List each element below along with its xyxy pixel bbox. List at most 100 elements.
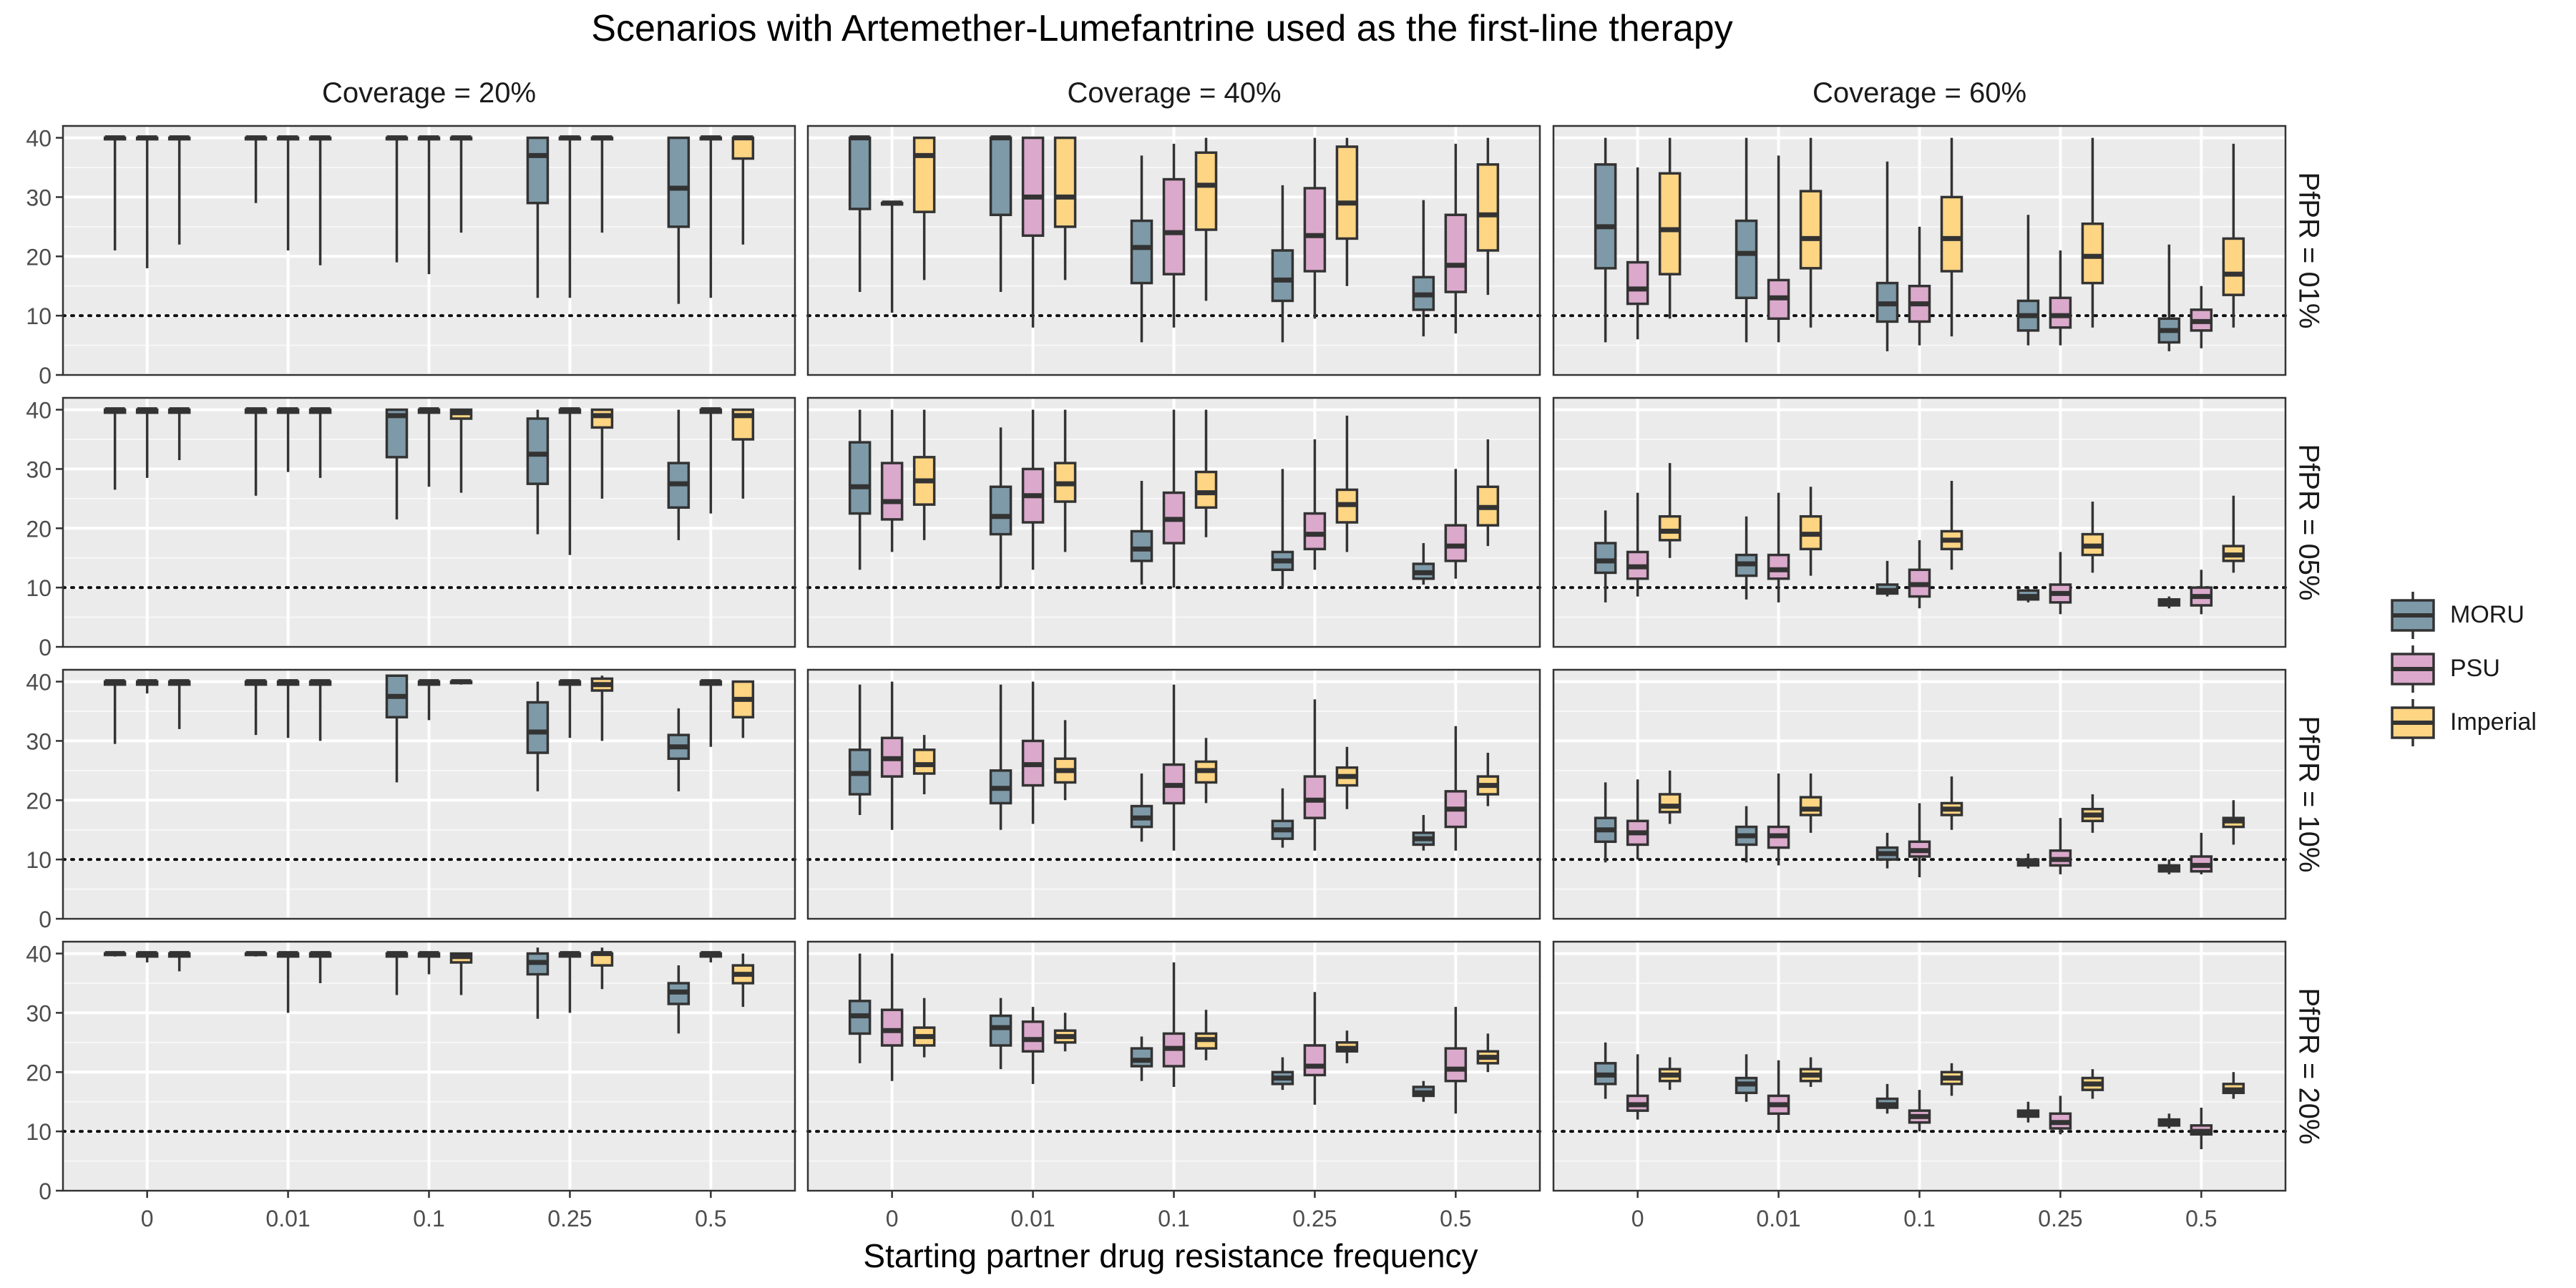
panel-r1-c1-0p01-moru-box (989, 485, 1013, 536)
panel-r0-c0-0p25-moru-box (526, 136, 550, 205)
legend-item-psu: PSU (2390, 642, 2537, 696)
panel-r0-c0-0p5-moru-box (667, 136, 691, 228)
panel-r0-c2-border (1552, 125, 2287, 376)
panel-r2-c1-0-imperial-box (912, 748, 936, 775)
panel-r0-c1-0p01-imperial-box (1053, 136, 1077, 228)
panel-r1-c2-0-moru-box (1594, 542, 1617, 575)
y-tick-label: 10 (26, 847, 52, 873)
panel-r3-c1-0-psu-box (880, 1008, 904, 1047)
y-tick-label: 40 (26, 942, 52, 967)
x-tick-label: 0.01 (265, 1206, 310, 1231)
x-tick-label: 0 (886, 1206, 899, 1231)
y-tick-label: 40 (26, 398, 52, 424)
panel-r1-c0-border (62, 396, 796, 648)
x-tick-label: 0.01 (1756, 1206, 1800, 1231)
y-tick-label: 30 (26, 457, 52, 482)
panel-r2-c2-border (1552, 668, 2287, 920)
panel-r2-c0-0p25-moru-box (526, 701, 550, 754)
legend-label-psu: PSU (2450, 655, 2500, 682)
chart-title: Scenarios with Artemether-Lumefantrine u… (591, 8, 1733, 49)
y-tick-label: 20 (26, 516, 52, 542)
legend-item-imperial: Imperial (2390, 696, 2537, 749)
legend-label-imperial: Imperial (2450, 708, 2537, 736)
panel-r0-c2-0p25-imperial-box (2081, 222, 2104, 285)
legend-swatch-psu (2391, 645, 2435, 693)
y-tick-label: 0 (39, 363, 52, 389)
panel-r1-c0-0p25-moru-box (526, 417, 550, 485)
panel-r0-c2-0p25-psu-box (2049, 296, 2072, 329)
y-tick-label: 0 (39, 907, 52, 932)
x-tick-label: 0.25 (547, 1206, 592, 1231)
panel-r1-c1-border (806, 396, 1541, 648)
x-tick-label: 0.1 (1158, 1206, 1189, 1231)
legend-key-imperial (2390, 698, 2436, 748)
panel-r2-c1-0p25-psu-box (1303, 775, 1327, 819)
panel-r2-c1-border (806, 668, 1541, 920)
x-tick-label: 0.01 (1010, 1206, 1055, 1231)
panel-r0-c0-border (62, 125, 796, 376)
y-tick-label: 0 (39, 635, 52, 660)
y-tick-label: 20 (26, 1060, 52, 1085)
panel-r0-c1-0-moru-box (848, 136, 872, 210)
y-tick-label: 20 (26, 788, 52, 814)
panel-r2-c2-0p01-imperial-box (1799, 796, 1823, 816)
panel-r1-c1-0p1-imperial-box (1194, 470, 1218, 509)
x-tick-label: 0.25 (1292, 1206, 1337, 1231)
panel-r2-c2-0-imperial-box (1658, 793, 1682, 814)
panel-r0-c2-0-imperial-box (1658, 172, 1682, 275)
panel-r3-c1-0p25-psu-box (1303, 1044, 1327, 1077)
legend-item-moru: MORU (2390, 588, 2537, 642)
facet-label-coverage-40: Coverage = 40% (1067, 77, 1282, 109)
panel-r0-c1-0-imperial-box (912, 136, 936, 213)
y-tick-label: 40 (26, 670, 52, 696)
legend-key-moru (2390, 590, 2436, 640)
panel-r1-c0-0p25-imperial-box (590, 408, 614, 429)
panel-r1-c2-border (1552, 396, 2287, 648)
facet-label-coverage-60: Coverage = 60% (1812, 77, 2027, 109)
y-tick-label: 10 (26, 1119, 52, 1145)
y-tick-label: 0 (39, 1179, 52, 1204)
panel-r1-c1-0-moru-box (848, 441, 872, 515)
panel-r1-c2-0p01-psu-box (1767, 553, 1790, 580)
panel-r0-c1-0p5-imperial-box (1476, 163, 1500, 252)
panel-r0-c2-0p01-imperial-box (1799, 190, 1823, 270)
x-tick-label: 0.5 (1440, 1206, 1471, 1231)
x-tick-label: 0.25 (2038, 1206, 2082, 1231)
panel-r0-c1-0p01-psu-box (1021, 136, 1045, 238)
panel-r1-c1-0p1-moru-box (1130, 530, 1153, 562)
panel-r0-c2-0p5-imperial-box (2222, 237, 2245, 296)
panel-r0-c1-0p25-psu-box (1303, 187, 1327, 273)
x-tick-label: 0 (1631, 1206, 1644, 1231)
y-tick-label: 10 (26, 575, 52, 601)
panel-r3-c1-0p5-psu-box (1444, 1047, 1468, 1083)
x-axis-label: Starting partner drug resistance frequen… (863, 1237, 1478, 1274)
y-tick-label: 40 (26, 126, 52, 152)
panel-r0-c1-0p25-imperial-box (1335, 145, 1359, 240)
panel-r3-c1-0p01-moru-box (989, 1014, 1013, 1047)
x-tick-label: 0.5 (695, 1206, 726, 1231)
legend-swatch-moru (2391, 591, 2435, 639)
panel-r0-c1-0p1-imperial-box (1194, 151, 1218, 231)
panel-r3-c1-0p01-psu-box (1021, 1020, 1045, 1053)
panel-r0-c1-0p25-moru-box (1271, 249, 1294, 303)
panel-r0-c1-0p1-moru-box (1130, 219, 1153, 285)
panel-r1-c1-0-psu-box (880, 462, 904, 521)
panel-r0-c1-0p5-psu-box (1444, 213, 1468, 293)
x-tick-label: 0.5 (2185, 1206, 2217, 1231)
panel-r1-c2-0-imperial-box (1658, 514, 1682, 542)
panel-r0-c2-0-moru-box (1594, 163, 1617, 270)
panel-r0-c2-0-psu-box (1626, 260, 1649, 306)
x-tick-label: 0.1 (1903, 1206, 1935, 1231)
panel-r0-c2-0p1-imperial-box (1940, 195, 1963, 273)
legend-label-moru: MORU (2450, 601, 2524, 628)
x-tick-label: 0 (141, 1206, 154, 1231)
x-tick-label: 0.1 (413, 1206, 444, 1231)
panel-r1-c1-0p25-psu-box (1303, 512, 1327, 551)
legend-key-psu (2390, 644, 2436, 694)
panel-r0-c1-0p01-moru-box (989, 136, 1013, 217)
panel-r3-c1-0p1-moru-box (1130, 1047, 1153, 1068)
y-tick-label: 20 (26, 244, 52, 270)
y-tick-label: 30 (26, 728, 52, 754)
